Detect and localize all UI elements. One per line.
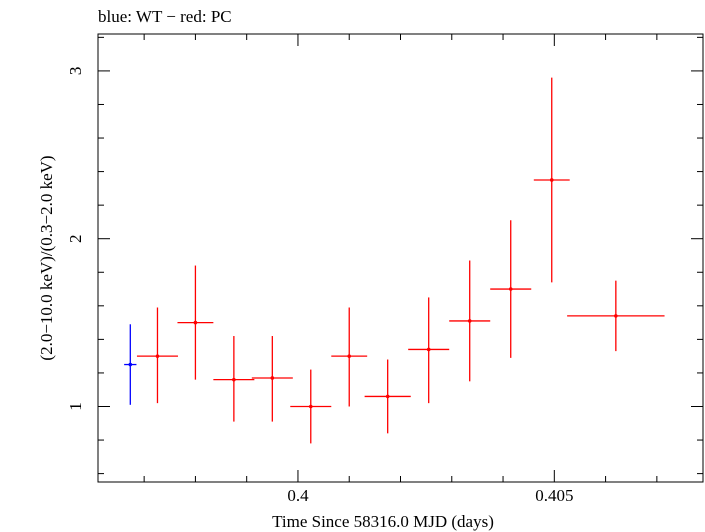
data-marker xyxy=(385,394,390,399)
y-tick-label: 2 xyxy=(66,234,85,243)
y-tick-label: 1 xyxy=(66,402,85,411)
y-tick-label: 3 xyxy=(66,67,85,76)
x-axis-ticks: 0.4 0.405 xyxy=(143,34,658,505)
data-marker xyxy=(467,319,472,323)
data-point xyxy=(331,307,368,407)
data-point xyxy=(567,280,665,352)
chart-title: blue: WT − red: PC xyxy=(98,7,232,26)
data-marker xyxy=(155,354,160,358)
data-marker xyxy=(193,320,198,325)
data-point xyxy=(449,260,491,382)
data-point xyxy=(177,265,214,380)
data-marker xyxy=(232,377,236,382)
plot-frame xyxy=(97,33,704,483)
data-marker xyxy=(426,347,431,352)
data-point xyxy=(290,369,332,444)
data-marker xyxy=(614,314,618,318)
data-marker xyxy=(308,404,313,409)
data-marker xyxy=(347,354,352,358)
data-point xyxy=(364,359,411,434)
series-pc xyxy=(136,77,665,444)
data-marker xyxy=(549,178,554,182)
data-series xyxy=(124,77,665,444)
data-marker xyxy=(508,287,513,291)
data-point xyxy=(124,324,137,405)
y-axis-ticks: 1 2 3 xyxy=(66,36,703,475)
x-axis-label: Time Since 58316.0 MJD (days) xyxy=(272,512,494,531)
data-point xyxy=(490,220,532,358)
x-tick-label: 0.4 xyxy=(287,486,309,505)
x-tick-label: 0.405 xyxy=(535,486,573,505)
data-point xyxy=(533,77,570,283)
data-point xyxy=(136,307,178,404)
data-marker xyxy=(128,362,133,367)
data-point xyxy=(408,297,450,404)
data-point xyxy=(251,336,293,422)
data-point xyxy=(213,336,255,422)
series-wt xyxy=(124,324,137,405)
y-axis-label: (2.0−10.0 keV)/(0.3−2.0 keV) xyxy=(37,155,56,360)
data-marker xyxy=(270,376,275,380)
